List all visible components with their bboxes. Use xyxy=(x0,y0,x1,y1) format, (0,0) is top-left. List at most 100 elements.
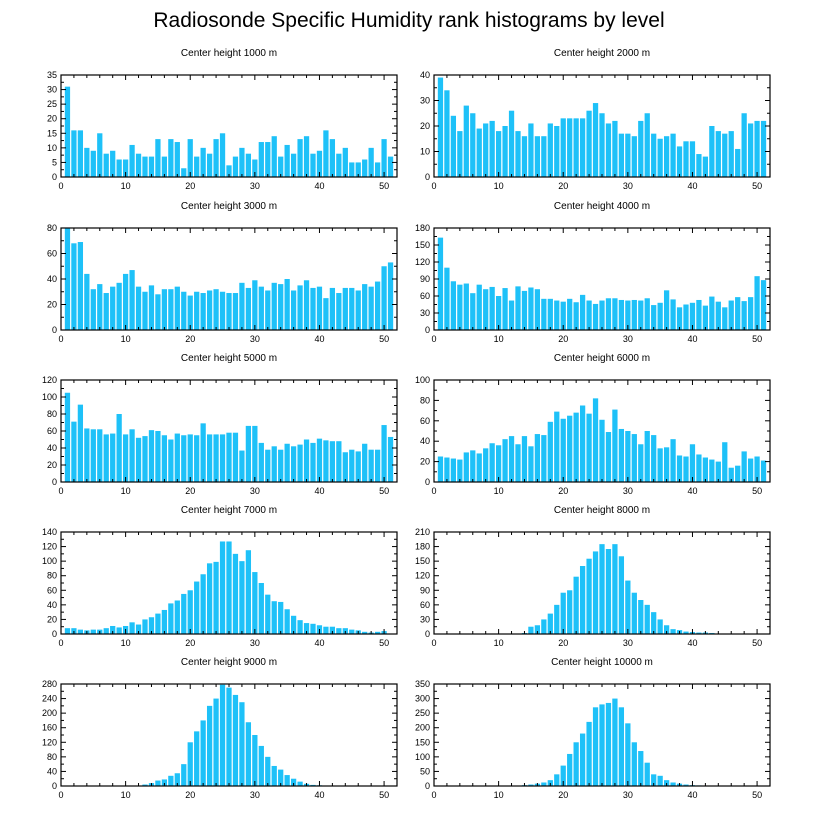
histogram-bar xyxy=(444,457,450,482)
panel-title: Center height 1000 m xyxy=(181,48,277,59)
histogram-bar xyxy=(670,439,676,482)
y-tick-label: 40 xyxy=(420,436,430,446)
histogram-bar xyxy=(547,421,553,482)
histogram-bar xyxy=(278,601,284,634)
histogram-bar xyxy=(161,609,168,634)
histogram-bar xyxy=(508,110,515,177)
histogram-bar xyxy=(747,123,754,177)
histogram-bar xyxy=(579,733,586,786)
histogram-bar xyxy=(450,115,457,177)
y-tick-label: 50 xyxy=(420,766,430,776)
x-tick-label: 40 xyxy=(687,181,697,191)
histogram-bar xyxy=(265,756,271,786)
histogram-bar xyxy=(239,147,245,177)
histogram-bar xyxy=(316,150,323,177)
histogram-bar xyxy=(444,90,450,177)
y-tick-label: 100 xyxy=(42,556,57,566)
histogram-bar xyxy=(625,300,631,330)
histogram-bar xyxy=(612,544,618,634)
y-tick-label: 120 xyxy=(42,375,57,385)
histogram-bar xyxy=(541,782,547,786)
y-tick-label: 150 xyxy=(415,556,430,566)
histogram-bar xyxy=(110,625,116,634)
y-tick-label: 140 xyxy=(42,527,57,537)
histogram-bar xyxy=(483,289,489,330)
histogram-bar xyxy=(722,442,728,482)
histogram-bar xyxy=(573,742,579,786)
y-tick-label: 35 xyxy=(47,70,57,80)
histogram-bar xyxy=(644,431,650,482)
histogram-bar xyxy=(278,156,284,177)
histogram-bar xyxy=(495,445,502,482)
y-tick-label: 90 xyxy=(420,585,430,595)
histogram-bar xyxy=(387,436,394,482)
y-tick-label: 280 xyxy=(42,679,57,689)
histogram-bar xyxy=(528,626,534,634)
histogram-bar xyxy=(303,280,310,330)
x-tick-label: 10 xyxy=(121,181,131,191)
histogram-bar xyxy=(508,300,515,330)
histogram-bar xyxy=(702,457,709,482)
histogram-bar xyxy=(187,295,193,330)
histogram-bar xyxy=(181,593,187,634)
y-tick-label: 20 xyxy=(47,460,57,470)
y-tick-label: 120 xyxy=(42,542,57,552)
y-tick-label: 10 xyxy=(47,143,57,153)
histogram-bar xyxy=(625,431,631,482)
x-tick-label: 30 xyxy=(250,334,260,344)
histogram-bar xyxy=(362,284,368,330)
x-tick-label: 20 xyxy=(185,486,195,496)
histogram-bar xyxy=(618,428,625,482)
histogram-bar xyxy=(592,103,599,177)
y-tick-label: 80 xyxy=(47,409,57,419)
histogram-bar xyxy=(741,451,747,482)
histogram-bar xyxy=(702,156,709,177)
histogram-bar xyxy=(483,448,489,482)
histogram-bar xyxy=(213,434,219,482)
histogram-bar xyxy=(644,604,650,634)
histogram-bar xyxy=(547,613,553,634)
panel-title: Center height 7000 m xyxy=(181,505,277,516)
x-tick-label: 10 xyxy=(494,486,504,496)
histogram-bar xyxy=(381,139,387,177)
histogram-bar xyxy=(148,617,155,634)
histogram-bar xyxy=(148,156,155,177)
histogram-bar xyxy=(495,131,502,177)
histogram-bar xyxy=(534,289,541,330)
x-tick-label: 0 xyxy=(431,638,436,648)
x-tick-label: 10 xyxy=(121,486,131,496)
histogram-bar xyxy=(258,286,264,330)
histogram-bar xyxy=(155,139,161,177)
histogram-bar xyxy=(258,745,264,786)
histogram-bar xyxy=(722,133,728,177)
y-tick-label: 20 xyxy=(47,300,57,310)
histogram-bar xyxy=(64,392,71,482)
y-tick-label: 60 xyxy=(47,249,57,259)
histogram-bar xyxy=(297,620,303,634)
x-tick-label: 10 xyxy=(121,790,131,800)
histogram-bar xyxy=(515,131,521,177)
histogram-bar xyxy=(245,425,252,482)
histogram-bar xyxy=(252,280,258,330)
histogram-bar xyxy=(97,284,103,330)
histogram-bar xyxy=(310,153,316,177)
histogram-bar xyxy=(329,139,336,177)
y-tick-label: 60 xyxy=(420,416,430,426)
histogram-bar xyxy=(696,454,702,482)
x-tick-label: 30 xyxy=(250,181,260,191)
histogram-bar xyxy=(219,434,226,482)
histogram-bar xyxy=(541,298,547,330)
panel-title: Center height 3000 m xyxy=(181,201,277,212)
y-tick-label: 10 xyxy=(420,147,430,157)
histogram-bar xyxy=(521,136,528,177)
histogram-bar xyxy=(515,444,521,482)
histogram-bar xyxy=(161,779,168,786)
histogram-bar xyxy=(362,631,368,634)
histogram-bar xyxy=(271,282,277,330)
histogram-bar xyxy=(116,414,122,482)
y-tick-label: 60 xyxy=(420,600,430,610)
histogram-bar xyxy=(226,687,232,786)
y-tick-label: 80 xyxy=(47,223,57,233)
histogram-bar xyxy=(64,228,71,330)
histogram-bar xyxy=(534,434,541,482)
